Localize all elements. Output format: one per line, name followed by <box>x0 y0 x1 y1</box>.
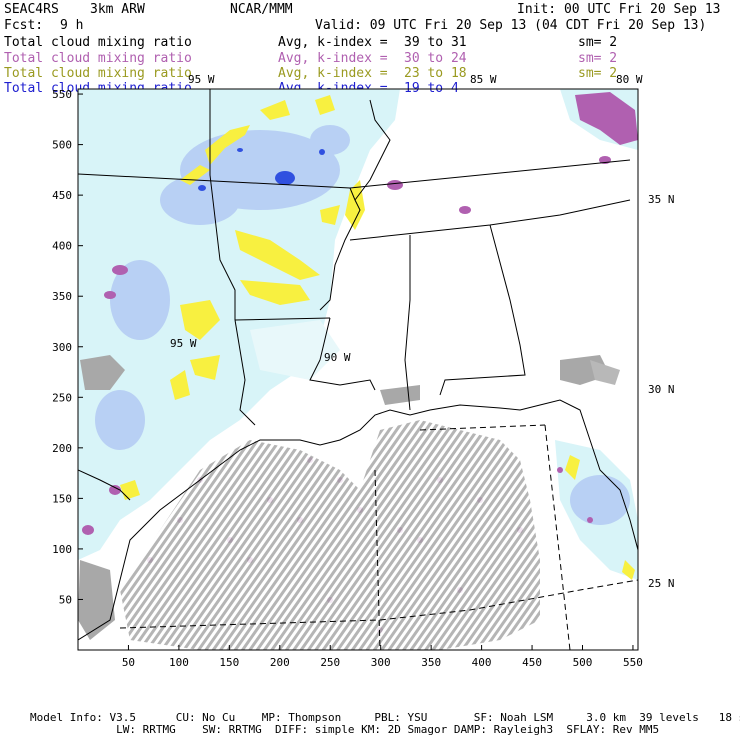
model-resolution: 3km ARW <box>90 2 145 17</box>
lon-label-90w: 90 W <box>324 351 351 364</box>
x-tick-label: 150 <box>219 656 239 669</box>
purple-cloud-patches <box>82 92 638 535</box>
x-tick-label: 250 <box>320 656 340 669</box>
map-boundaries <box>78 89 638 641</box>
lat-label-30n: 30 N <box>648 383 675 396</box>
field-range-1: 39 to 31 <box>404 35 467 50</box>
field-sm-2: sm= 2 <box>578 51 618 66</box>
blue-cloud-core <box>198 148 325 191</box>
field-sm-3: sm= 2 <box>578 66 618 81</box>
model-info-line-2: LW: RRTMG SW: RRTMG DIFF: simple KM: 2D … <box>30 723 660 736</box>
field-sm-1: sm= 2 <box>578 35 618 50</box>
light-cyan-cloud-field <box>78 89 400 560</box>
maritime-boundaries <box>119 424 638 650</box>
valid-time: Valid: 09 UTC Fri 20 Sep 13 (04 CDT Fri … <box>315 18 707 33</box>
forecast-hour: 9 h <box>60 18 84 33</box>
x-tick-label: 500 <box>573 656 593 669</box>
y-tick-label: 500 <box>52 139 72 152</box>
lat-label-25n: 25 N <box>648 577 675 590</box>
field-avg-2: Avg, k-index = <box>278 51 388 66</box>
x-tick-label: 300 <box>371 656 391 669</box>
yellow-cloud-patches <box>120 95 635 580</box>
y-tick-label: 450 <box>52 189 72 202</box>
field-range-3: 23 to 18 <box>404 66 467 81</box>
x-tick-label: 100 <box>169 656 189 669</box>
lon-label-95w-lower: 95 W <box>170 337 197 350</box>
x-axis-ticks: 50 100 150 200 250 300 350 400 450 500 550 <box>122 645 643 669</box>
x-tick-label: 400 <box>472 656 492 669</box>
y-tick-label: 150 <box>52 492 72 505</box>
field-name-3: Total cloud mixing ratio <box>4 66 192 81</box>
y-tick-label: 400 <box>52 240 72 253</box>
y-tick-label: 250 <box>52 391 72 404</box>
gray-cloud-field <box>120 420 540 650</box>
y-tick-label: 100 <box>52 543 72 556</box>
lon-label-85w: 85 W <box>470 73 497 86</box>
field-name-2: Total cloud mixing ratio <box>4 51 192 66</box>
map-frame <box>77 88 639 651</box>
lon-label-80w: 80 W <box>616 73 643 86</box>
init-time: Init: 00 UTC Fri 20 Sep 13 <box>517 2 721 17</box>
field-avg-3: Avg, k-index = <box>278 66 388 81</box>
y-tick-label: 550 <box>52 88 72 101</box>
field-range-2: 30 to 24 <box>404 51 467 66</box>
model-info-line-1: Model Info: V3.5 CU: No Cu MP: Thompson … <box>30 711 740 724</box>
field-name-1: Total cloud mixing ratio <box>4 35 192 50</box>
organization: NCAR/MMM <box>230 2 293 17</box>
lat-label-35n: 35 N <box>648 193 675 206</box>
lon-label-95w: 95 W <box>188 73 215 86</box>
y-tick-label: 300 <box>52 341 72 354</box>
x-tick-label: 50 <box>122 656 135 669</box>
map-fields <box>78 89 638 650</box>
x-tick-label: 350 <box>421 656 441 669</box>
x-tick-label: 450 <box>522 656 542 669</box>
y-tick-label: 350 <box>52 290 72 303</box>
model-name: SEAC4RS <box>4 2 59 17</box>
y-axis-ticks: 50 100 150 200 250 300 350 400 450 500 550 <box>52 88 83 606</box>
x-tick-label: 550 <box>623 656 643 669</box>
y-tick-label: 50 <box>59 593 72 606</box>
x-tick-label: 200 <box>270 656 290 669</box>
field-avg-1: Avg, k-index = <box>278 35 388 50</box>
forecast-label: Fcst: <box>4 18 44 33</box>
y-tick-label: 200 <box>52 442 72 455</box>
